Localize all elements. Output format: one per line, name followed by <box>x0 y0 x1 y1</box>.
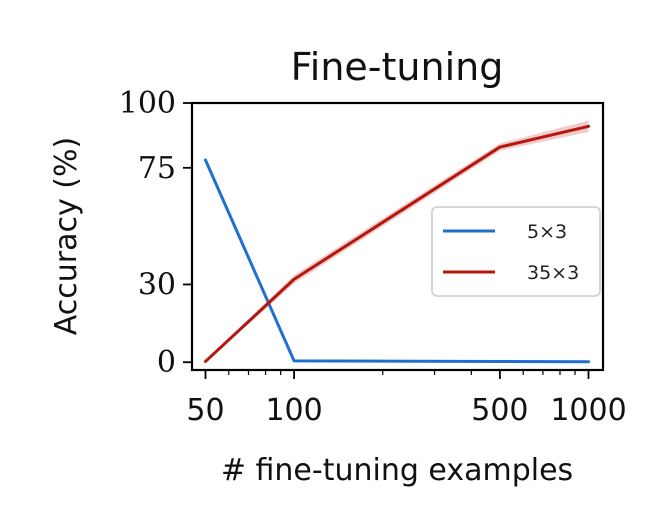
legend-box <box>431 206 601 297</box>
y-axis-title: Accuracy (%) <box>49 137 84 335</box>
series-line-1 <box>203 124 591 363</box>
x-tick-label: 50 <box>186 393 224 428</box>
y-tick-label: 100 <box>119 86 176 121</box>
y-tick-label: 0 <box>157 345 176 380</box>
series-line-0 <box>203 158 591 364</box>
y-tick-label: 75 <box>138 151 176 186</box>
x-tick-label: 1000 <box>550 393 626 428</box>
x-axis-title: # fine-tuning examples <box>221 453 573 488</box>
chart-title: Fine-tuning <box>291 45 504 89</box>
x-tick-label: 100 <box>265 393 322 428</box>
x-tick-label: 500 <box>471 393 528 428</box>
y-tick-label: 30 <box>138 267 176 302</box>
legend-label-0: 5×3 <box>527 221 567 243</box>
legend-label-1: 35×3 <box>527 262 579 284</box>
plot-frame <box>190 101 605 372</box>
legend: 5×3 35×3 <box>431 206 601 297</box>
plot-area <box>203 120 591 364</box>
axes: 0 30 75 100 50 100 500 1000 <box>119 86 627 428</box>
